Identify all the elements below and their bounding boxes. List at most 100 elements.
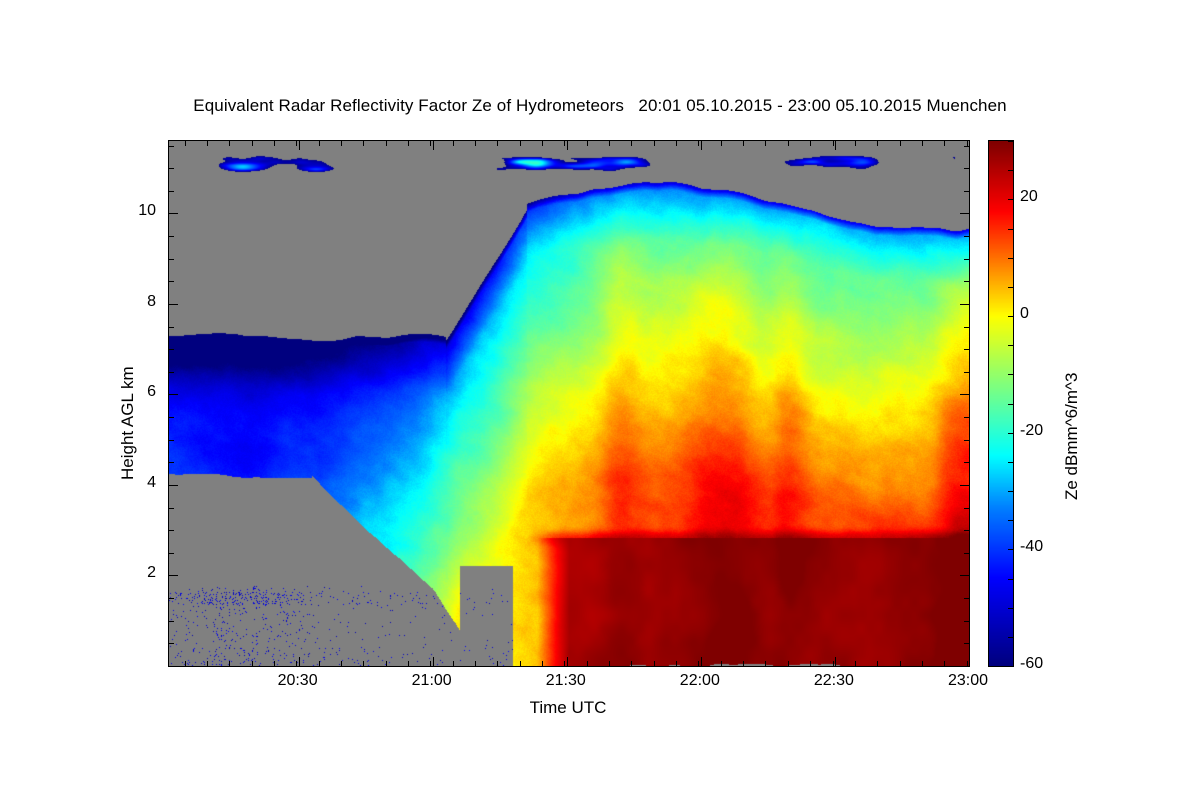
y-axis-tick [964, 462, 969, 463]
y-axis-tick [169, 643, 174, 644]
colorbar-tick-label: -60 [1020, 655, 1044, 672]
x-axis-tick [944, 141, 945, 146]
x-axis-tick [433, 141, 434, 150]
y-axis-tick [169, 621, 174, 622]
x-axis-tick [386, 141, 387, 146]
colorbar-tick [1008, 637, 1013, 638]
y-axis-tick [960, 485, 969, 486]
y-axis-tick [169, 327, 174, 328]
x-axis-tick [587, 661, 588, 666]
x-axis-tick [877, 141, 878, 146]
x-axis-tick [609, 661, 610, 666]
x-axis-tick [721, 141, 722, 146]
x-axis-tick [877, 661, 878, 666]
y-axis-tick [169, 553, 174, 554]
x-axis-tick [765, 141, 766, 146]
y-axis-tick [169, 236, 174, 237]
y-tick-label: 4 [147, 473, 156, 491]
x-axis-tick [296, 141, 297, 146]
x-axis-tick [274, 661, 275, 666]
x-axis-tick [721, 661, 722, 666]
x-axis-tick [788, 661, 789, 666]
colorbar-tick-label: -20 [1020, 421, 1044, 439]
x-axis-tick [609, 141, 610, 146]
y-axis-tick [964, 417, 969, 418]
x-axis-tick [701, 657, 702, 666]
x-axis-tick [299, 141, 300, 150]
y-axis-tick [964, 191, 969, 192]
y-axis-tick [169, 304, 178, 305]
colorbar-tick [1008, 404, 1013, 405]
colorbar-tick-label: -40 [1020, 538, 1044, 556]
x-axis-tick [430, 141, 431, 146]
x-axis-tick [520, 141, 521, 146]
y-axis-tick [964, 508, 969, 509]
y-axis-tick [169, 440, 174, 441]
x-axis-tick [810, 141, 811, 146]
x-axis-tick [433, 657, 434, 666]
x-axis-tick [475, 141, 476, 146]
x-axis-tick [185, 141, 186, 146]
colorbar-tick [1008, 374, 1013, 375]
colorbar-tick [1008, 287, 1013, 288]
x-axis-tick [567, 657, 568, 666]
x-axis-tick [386, 661, 387, 666]
x-tick-label: 22:00 [679, 672, 720, 689]
colorbar-tick [1008, 316, 1013, 317]
colorbar-tick [1008, 141, 1013, 142]
x-tick-label: 21:00 [411, 672, 452, 689]
y-axis-tick [960, 304, 969, 305]
y-tick-label: 2 [147, 564, 156, 582]
y-axis-tick [964, 281, 969, 282]
y-axis-tick [169, 281, 174, 282]
y-tick-label: 6 [147, 383, 156, 401]
x-axis-tick [497, 661, 498, 666]
x-axis-tick [631, 661, 632, 666]
y-axis-tick [964, 372, 969, 373]
x-axis-tick [944, 661, 945, 666]
x-tick-label: 23:00 [947, 672, 989, 689]
y-axis-tick [964, 327, 969, 328]
x-axis-tick [698, 661, 699, 666]
x-axis-tick [969, 657, 970, 666]
y-axis-tick [964, 530, 969, 531]
x-axis-tick [567, 141, 568, 150]
y-axis-tick [169, 259, 174, 260]
x-axis-tick [430, 661, 431, 666]
colorbar-tick-label: 0 [1020, 305, 1029, 322]
x-axis-tick [835, 657, 836, 666]
colorbar [988, 140, 1014, 667]
x-axis-tick [497, 141, 498, 146]
x-axis-tick [900, 661, 901, 666]
colorbar-gradient [989, 141, 1013, 666]
x-axis-tick [855, 141, 856, 146]
colorbar-tick [1008, 170, 1013, 171]
y-axis-tick [169, 485, 178, 486]
y-axis-tick [169, 372, 174, 373]
y-axis-tick [169, 575, 178, 576]
y-axis-tick [964, 643, 969, 644]
x-axis-tick [274, 141, 275, 146]
x-axis-tick [833, 141, 834, 146]
x-axis-tick [252, 141, 253, 146]
x-axis-tick [967, 661, 968, 666]
colorbar-tick [1008, 491, 1013, 492]
x-axis-tick [833, 661, 834, 666]
x-axis-tick [229, 661, 230, 666]
y-axis-tick [169, 417, 174, 418]
chart-title: Equivalent Radar Reflectivity Factor Ze … [193, 96, 1007, 115]
colorbar-tick [1008, 666, 1013, 667]
x-axis-tick [296, 661, 297, 666]
x-axis-tick [564, 141, 565, 146]
x-axis-tick [363, 141, 364, 146]
x-tick-label: 20:30 [277, 672, 318, 689]
y-axis-tick [964, 598, 969, 599]
y-axis-tick [964, 168, 969, 169]
colorbar-tick [1008, 608, 1013, 609]
x-axis-tick [701, 141, 702, 150]
x-axis-tick [743, 661, 744, 666]
y-axis-tick [960, 394, 969, 395]
x-axis-tick [564, 661, 565, 666]
y-axis-tick [169, 394, 178, 395]
